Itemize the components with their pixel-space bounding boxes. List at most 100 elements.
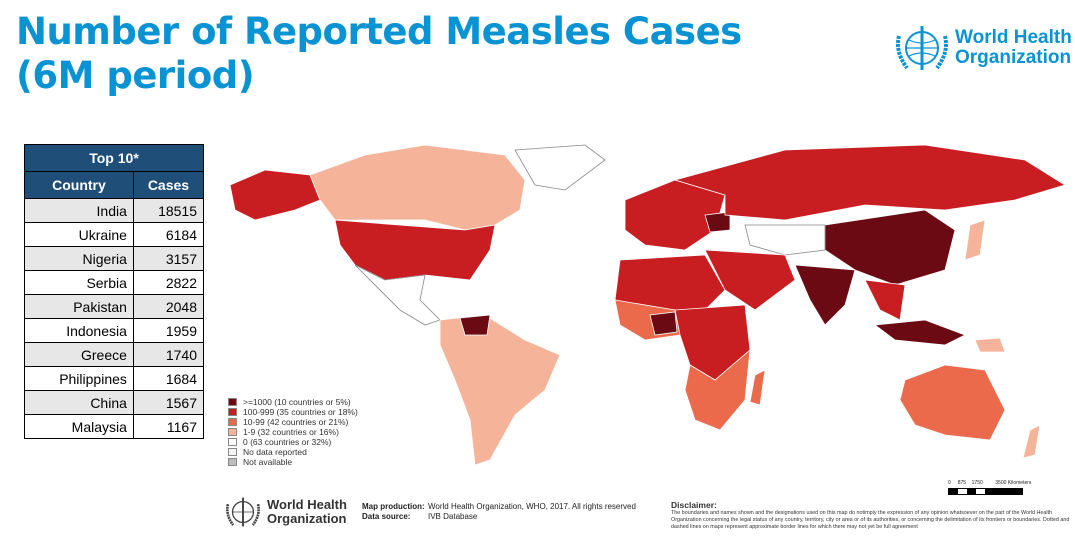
region-se-asia (864, 279, 906, 321)
title-line-1: Number of Reported Measles Cases (16, 10, 742, 53)
org-name-2: Organization (267, 511, 347, 526)
legend-item: No data reported (228, 447, 358, 457)
country-cell: Ukraine (24, 222, 134, 247)
region-russia (673, 144, 1066, 221)
table-row: India 18515 (24, 198, 205, 223)
disclaimer-text: The boundaries and names shown and the d… (671, 510, 1070, 530)
country-cell: Nigeria (24, 246, 134, 271)
region-canada (309, 144, 526, 231)
country-cell: Indonesia (24, 318, 134, 343)
map-legend: >=1000 (10 countries or 5%) 100-999 (35 c… (228, 397, 358, 467)
map-production-label: Map production: (362, 502, 425, 511)
region-japan (964, 219, 986, 261)
region-new-zealand (1022, 424, 1041, 459)
region-mexico-ca (354, 264, 441, 326)
country-cell: Serbia (24, 270, 134, 295)
table-row: Greece 1740 (24, 342, 205, 367)
org-name-1: World Health (955, 27, 1072, 48)
legend-item: >=1000 (10 countries or 5%) (228, 397, 358, 407)
title-line-2: (6M period) (16, 54, 255, 97)
map-production: World Health Organization, WHO, 2017. Al… (428, 502, 636, 511)
table-caption: Top 10* (24, 144, 204, 172)
cases-cell: 2048 (132, 294, 205, 319)
scale-3: 3500 Kilometers (995, 480, 1032, 486)
legend-swatch (228, 408, 237, 416)
legend-label: No data reported (243, 447, 307, 457)
disclaimer-title: Disclaimer: (671, 500, 717, 510)
country-cell: India (24, 198, 134, 223)
legend-label: 1-9 (32 countries or 16%) (243, 427, 339, 437)
legend-item: 1-9 (32 countries or 16%) (228, 427, 358, 437)
cases-cell: 6184 (132, 222, 205, 247)
legend-label: 10-99 (42 countries or 21%) (243, 417, 349, 427)
scale-1: 875 (957, 480, 967, 486)
legend-item: Not available (228, 457, 358, 467)
data-source-label: Data source: (362, 512, 411, 521)
country-cell: Greece (24, 342, 134, 367)
region-southern-africa (684, 349, 751, 431)
region-venezuela (459, 314, 491, 336)
region-greenland (514, 144, 606, 191)
legend-swatch (228, 398, 237, 406)
cases-cell: 2822 (132, 270, 205, 295)
table-row: Indonesia 1959 (24, 318, 205, 343)
table-row: Ukraine 6184 (24, 222, 205, 247)
col-cases: Cases (132, 171, 205, 199)
region-australia (899, 364, 1006, 441)
top10-table: Top 10* Country Cases India 18515 Ukraine 61… (24, 144, 205, 439)
table-row: Philippines 1684 (24, 366, 205, 391)
org-name-1: World Health (267, 497, 347, 512)
world-map (229, 144, 1066, 466)
legend-label: >=1000 (10 countries or 5%) (243, 397, 351, 407)
legend-label: 0 (63 countries or 32%) (243, 437, 332, 447)
country-cell: Pakistan (24, 294, 134, 319)
table-row: Malaysia 1167 (24, 414, 205, 439)
legend-label: 100-999 (35 countries or 18%) (243, 407, 358, 417)
region-png (974, 337, 1006, 353)
legend-item: 0 (63 countries or 32%) (228, 437, 358, 447)
legend-swatch (228, 438, 237, 446)
region-china (824, 209, 956, 286)
legend-item: 100-999 (35 countries or 18%) (228, 407, 358, 417)
region-south-america (439, 314, 561, 466)
scale-bar: 0 875 1750 3500 Kilometers (948, 480, 1031, 495)
table-row: Pakistan 2048 (24, 294, 205, 319)
country-cell: China (24, 390, 134, 415)
table-row: China 1567 (24, 390, 205, 415)
region-middle-east (704, 249, 796, 311)
region-madagascar (749, 369, 766, 406)
page-title: Number of Reported Measles Cases (6M per… (16, 10, 742, 98)
region-india (794, 264, 856, 326)
col-country: Country (24, 171, 134, 199)
cases-cell: 1740 (132, 342, 205, 367)
who-logo-bottom: World Health Organization (224, 495, 347, 529)
legend-swatch (228, 458, 237, 466)
cases-cell: 1684 (132, 366, 205, 391)
cases-cell: 18515 (132, 198, 205, 223)
legend-item: 10-99 (42 countries or 21%) (228, 417, 358, 427)
cases-cell: 1959 (132, 318, 205, 343)
table-row: Serbia 2822 (24, 270, 205, 295)
legend-label: Not available (243, 457, 293, 467)
country-cell: Malaysia (24, 414, 134, 439)
data-source: IVB Database (428, 512, 478, 521)
region-indonesia (873, 319, 966, 346)
cases-cell: 1567 (132, 390, 205, 415)
who-emblem-icon (226, 497, 260, 527)
disclaimer: Disclaimer: The boundaries and names sho… (671, 500, 1071, 531)
region-usa (334, 219, 496, 281)
legend-swatch (228, 428, 237, 436)
who-emblem-icon (896, 26, 948, 70)
country-cell: Philippines (24, 366, 134, 391)
legend-swatch (228, 418, 237, 426)
cases-cell: 3157 (132, 246, 205, 271)
legend-swatch (228, 448, 237, 456)
org-name-2: Organization (955, 47, 1072, 68)
region-central-asia (744, 224, 826, 256)
scale-2: 1750 (971, 480, 983, 486)
cases-cell: 1167 (132, 414, 205, 439)
map-credits: Map production: World Health Organization… (362, 502, 636, 522)
scale-0: 0 (948, 480, 951, 486)
region-alaska (229, 169, 321, 221)
region-nigeria (649, 311, 678, 336)
